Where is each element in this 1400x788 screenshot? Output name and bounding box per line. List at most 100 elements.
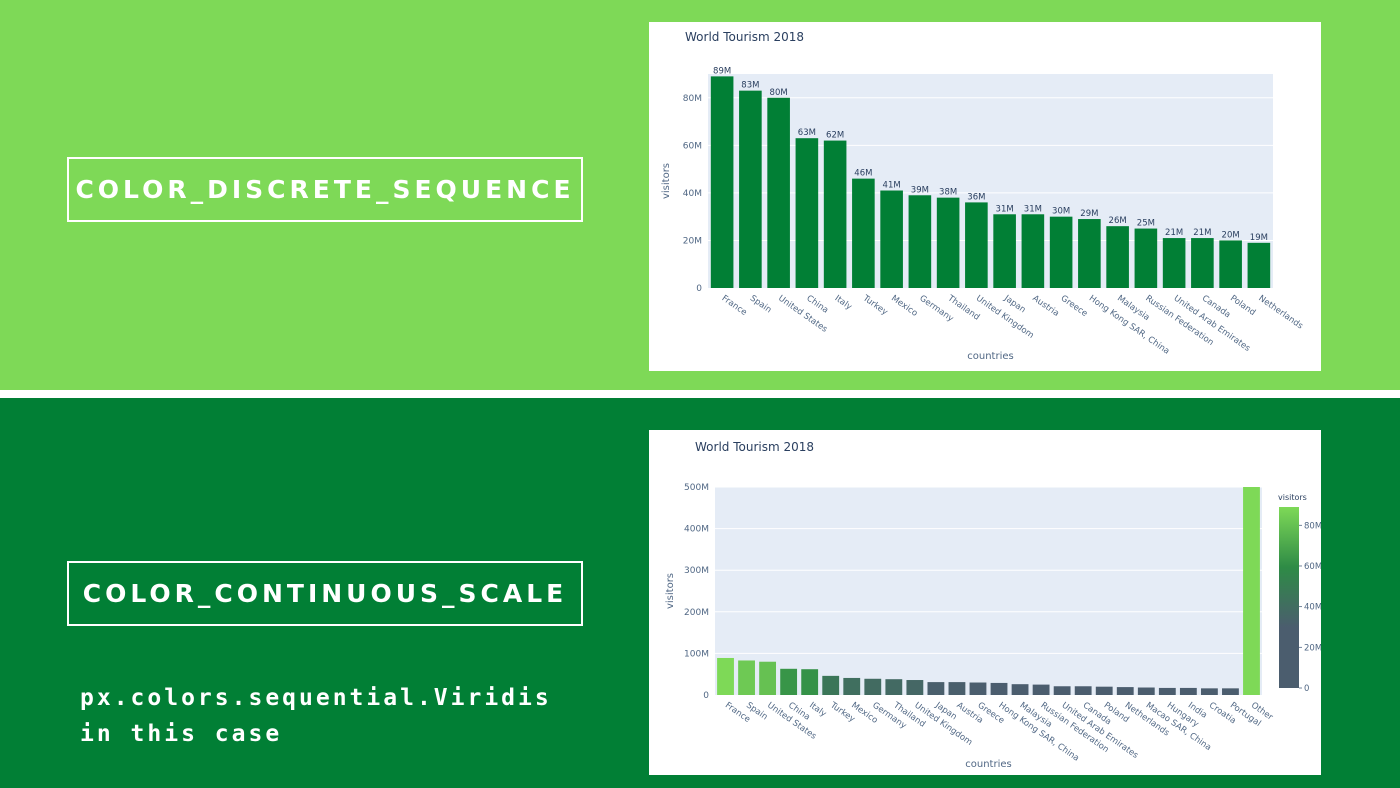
- colorbar: [1279, 507, 1299, 688]
- y-tick-label: 500M: [684, 483, 709, 493]
- bar-france: [717, 657, 734, 695]
- data-label-malaysia: 26M: [1109, 216, 1127, 226]
- viridis-note: px.colors.sequential.Viridis in this cas…: [80, 680, 552, 752]
- bar-malaysia: [1011, 684, 1029, 695]
- bar-united-states: [767, 97, 790, 289]
- colorbar-tick-label: 40M: [1304, 603, 1321, 613]
- x-tick-label-greece: Greece: [1059, 294, 1090, 320]
- data-label-japan: 31M: [996, 204, 1014, 214]
- bar-croatia: [1200, 688, 1218, 695]
- bar-macao-sar-china: [1137, 687, 1155, 695]
- x-axis-title: countries: [965, 759, 1011, 770]
- data-label-united-kingdom: 36M: [967, 192, 985, 202]
- bar-thailand: [885, 679, 903, 695]
- note-line-1: px.colors.sequential.Viridis: [80, 685, 552, 711]
- bar-china: [780, 668, 798, 695]
- bar-mexico: [880, 190, 903, 288]
- bar-greece: [1049, 216, 1073, 288]
- bar-united-states: [759, 661, 777, 695]
- bar-austria: [1021, 214, 1045, 288]
- bar-italy: [823, 140, 847, 288]
- y-axis-title: visitors: [665, 573, 676, 609]
- bar-netherlands: [1116, 687, 1134, 695]
- data-label-greece: 30M: [1052, 207, 1070, 217]
- data-label-spain: 83M: [741, 81, 759, 91]
- data-label-united-arab-emirates: 21M: [1165, 228, 1183, 238]
- bar-india: [1179, 687, 1197, 695]
- continuous-bar-chart: World Tourism 2018 0 100M 200M 300M 400M 500M v…: [665, 440, 1322, 770]
- discrete-bar-chart: World Tourism 2018 0 20M 40M 60M 80M visitors c…: [661, 30, 1305, 362]
- x-tick-label-poland: Poland: [1228, 294, 1257, 318]
- bar-japan: [927, 682, 945, 695]
- plot-area: [715, 487, 1262, 695]
- data-label-italy: 62M: [826, 131, 844, 141]
- colorbar-tick-label: 0: [1304, 684, 1309, 694]
- bar-hong-kong-sar-china: [990, 682, 1008, 695]
- continuous-scale-label: COLOR_CONTINUOUS_SCALE: [67, 561, 583, 626]
- bar-malaysia: [1106, 226, 1129, 288]
- bar-mexico: [843, 677, 861, 695]
- data-label-russian-federation: 25M: [1137, 219, 1155, 229]
- y-tick-label: 0: [703, 691, 709, 701]
- x-tick-label-netherlands: Netherlands: [1256, 294, 1305, 332]
- y-tick-label: 200M: [684, 608, 709, 618]
- bar-other: [1243, 487, 1260, 695]
- bar-spain: [739, 90, 762, 289]
- x-tick-label-turkey: Turkey: [860, 293, 889, 318]
- bar-thailand: [936, 197, 960, 288]
- x-axis-title: countries: [967, 351, 1013, 362]
- data-label-netherlands: 19M: [1250, 233, 1268, 243]
- note-line-2: in this case: [80, 721, 283, 747]
- bar-turkey: [852, 178, 875, 288]
- data-label-china: 63M: [798, 128, 816, 138]
- bar-united-arab-emirates: [1053, 686, 1071, 695]
- colorbar-tick-label: 80M: [1304, 521, 1321, 531]
- bar-austria: [948, 682, 966, 695]
- bar-russian-federation: [1134, 228, 1158, 288]
- bar-italy: [801, 669, 819, 695]
- data-label-canada: 21M: [1193, 228, 1211, 238]
- data-label-france: 89M: [713, 66, 731, 76]
- x-tick-label-mexico: Mexico: [889, 294, 919, 319]
- data-label-austria: 31M: [1024, 204, 1042, 214]
- bar-china: [795, 138, 819, 288]
- data-label-mexico: 41M: [883, 181, 901, 191]
- y-axis-title: visitors: [661, 163, 672, 199]
- bar-germany: [864, 678, 882, 695]
- y-tick-label: 400M: [684, 525, 709, 535]
- data-label-germany: 39M: [911, 185, 929, 195]
- bar-russian-federation: [1032, 684, 1050, 695]
- y-tick-label: 80M: [683, 94, 702, 104]
- bar-turkey: [822, 675, 840, 695]
- divider: [0, 390, 1400, 398]
- y-tick-label: 60M: [683, 141, 702, 151]
- bar-united-arab-emirates: [1162, 238, 1186, 288]
- data-label-turkey: 46M: [854, 169, 872, 179]
- chart-title: World Tourism 2018: [685, 30, 804, 44]
- bar-united-kingdom: [965, 202, 988, 288]
- bar-portugal: [1222, 688, 1239, 695]
- bar-canada: [1191, 238, 1214, 288]
- y-tick-label: 100M: [684, 649, 709, 659]
- y-tick-label: 0: [696, 284, 702, 294]
- chart-title: World Tourism 2018: [695, 440, 814, 454]
- bar-netherlands: [1247, 242, 1271, 288]
- y-tick-label: 20M: [683, 236, 702, 246]
- plot-area: [708, 74, 1273, 288]
- bar-canada: [1074, 686, 1092, 695]
- data-label-poland: 20M: [1222, 230, 1240, 240]
- x-tick-label-france: France: [720, 294, 749, 318]
- x-tick-label-united-states: United States: [776, 294, 829, 336]
- bar-greece: [969, 682, 987, 695]
- y-tick-label: 300M: [684, 566, 709, 576]
- colorbar-tick-label: 20M: [1304, 643, 1321, 653]
- bar-united-kingdom: [906, 680, 924, 695]
- bar-japan: [993, 214, 1016, 288]
- bar-france: [710, 76, 734, 288]
- bar-poland: [1095, 686, 1113, 695]
- x-tick-label-austria: Austria: [1030, 294, 1060, 319]
- x-tick-label-spain: Spain: [748, 294, 773, 316]
- data-label-thailand: 38M: [939, 188, 957, 198]
- bar-poland: [1219, 240, 1242, 288]
- discrete-chart-panel: World Tourism 2018 0 20M 40M 60M 80M visitors c…: [649, 22, 1321, 371]
